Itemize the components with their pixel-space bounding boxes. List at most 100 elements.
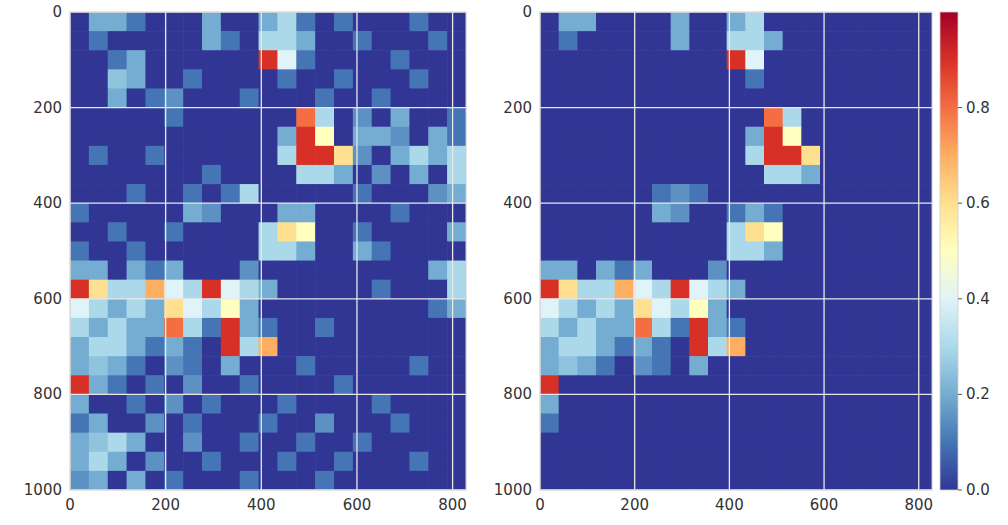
heatmap-cell <box>277 356 296 376</box>
heatmap-cell <box>857 165 876 185</box>
heatmap-cell <box>391 452 410 472</box>
heatmap-cell <box>633 241 652 261</box>
heatmap-cell <box>783 31 802 51</box>
heatmap-cell <box>145 31 164 51</box>
heatmap-cell <box>353 108 372 128</box>
heatmap-cell <box>108 222 127 242</box>
heatmap-cell <box>277 433 296 453</box>
heatmap-cell <box>202 356 221 376</box>
heatmap-cell <box>108 394 127 414</box>
heatmap-cell <box>277 69 296 89</box>
heatmap-cell <box>183 146 202 166</box>
heatmap-cell <box>108 69 127 89</box>
heatmap-cell <box>615 356 634 376</box>
heatmap-cell <box>764 414 783 434</box>
heatmap-cell <box>820 88 839 108</box>
y-tick-label: 800 <box>503 385 532 403</box>
y-tick-label: 400 <box>503 194 532 212</box>
heatmap-cell <box>447 375 466 395</box>
heatmap-cell <box>70 337 89 357</box>
heatmap-cell <box>391 165 410 185</box>
grid-line <box>823 12 824 490</box>
heatmap-cell <box>671 299 690 319</box>
heatmap-cell <box>857 88 876 108</box>
heatmap-cell <box>876 31 895 51</box>
heatmap-cell <box>409 375 428 395</box>
heatmap-cell <box>108 452 127 472</box>
heatmap-cell <box>559 241 578 261</box>
heatmap-cell <box>652 203 671 223</box>
heatmap-cell <box>801 222 820 242</box>
heatmap-cell <box>277 88 296 108</box>
heatmap-cell <box>202 471 221 490</box>
heatmap-cell <box>164 414 183 434</box>
heatmap-cell <box>540 241 559 261</box>
heatmap-cell <box>764 337 783 357</box>
heatmap-cell <box>315 184 334 204</box>
heatmap-cell <box>108 146 127 166</box>
colorbar-tick <box>958 203 962 204</box>
heatmap-cell <box>559 203 578 223</box>
heatmap-cell <box>277 261 296 281</box>
heatmap-cell <box>240 433 259 453</box>
heatmap-cell <box>615 12 634 32</box>
heatmap-cell <box>652 241 671 261</box>
heatmap-cell <box>708 31 727 51</box>
heatmap-cell <box>372 203 391 223</box>
heatmap-cell <box>334 394 353 414</box>
heatmap-cell <box>315 394 334 414</box>
heatmap-cell <box>671 280 690 300</box>
heatmap-cell <box>652 394 671 414</box>
heatmap-cell <box>372 127 391 147</box>
heatmap-cell <box>353 31 372 51</box>
heatmap-cell <box>221 127 240 147</box>
heatmap-cell <box>70 31 89 51</box>
heatmap-cell <box>353 69 372 89</box>
heatmap-cell <box>913 203 932 223</box>
heatmap-cell <box>895 337 914 357</box>
heatmap-cell <box>164 261 183 281</box>
heatmap-cell <box>108 280 127 300</box>
heatmap-cell <box>296 203 315 223</box>
heatmap-cell <box>596 146 615 166</box>
heatmap-cell <box>652 299 671 319</box>
heatmap-cell <box>296 31 315 51</box>
x-tick-label: 800 <box>438 496 467 514</box>
heatmap-cell <box>240 146 259 166</box>
heatmap-cell <box>428 241 447 261</box>
heatmap-cell <box>540 299 559 319</box>
heatmap-cell <box>671 414 690 434</box>
heatmap-cell <box>577 261 596 281</box>
heatmap-cell <box>596 88 615 108</box>
heatmap-cell <box>876 318 895 338</box>
heatmap-cell <box>164 165 183 185</box>
heatmap-cell <box>409 222 428 242</box>
heatmap-cell <box>145 280 164 300</box>
heatmap-cell <box>391 203 410 223</box>
heatmap-cell <box>652 318 671 338</box>
heatmap-cell <box>127 241 146 261</box>
heatmap-cell <box>240 299 259 319</box>
heatmap-cell <box>391 88 410 108</box>
heatmap-cell <box>839 394 858 414</box>
heatmap-cell <box>428 356 447 376</box>
heatmap-cell <box>89 69 108 89</box>
heatmap-cell <box>559 299 578 319</box>
heatmap-cell <box>801 280 820 300</box>
heatmap-cell <box>315 261 334 281</box>
heatmap-cell <box>391 261 410 281</box>
heatmap-cell <box>895 31 914 51</box>
heatmap-cell <box>428 50 447 70</box>
heatmap-cell <box>409 318 428 338</box>
heatmap-cell <box>353 261 372 281</box>
heatmap-cell <box>652 69 671 89</box>
heatmap-cell <box>372 222 391 242</box>
heatmap-cell <box>745 433 764 453</box>
heatmap-cell <box>652 50 671 70</box>
heatmap-cell <box>895 280 914 300</box>
heatmap-cell <box>145 69 164 89</box>
heatmap-cell <box>89 241 108 261</box>
heatmap-cell <box>876 471 895 490</box>
heatmap-cell <box>296 471 315 490</box>
heatmap-cell <box>334 222 353 242</box>
